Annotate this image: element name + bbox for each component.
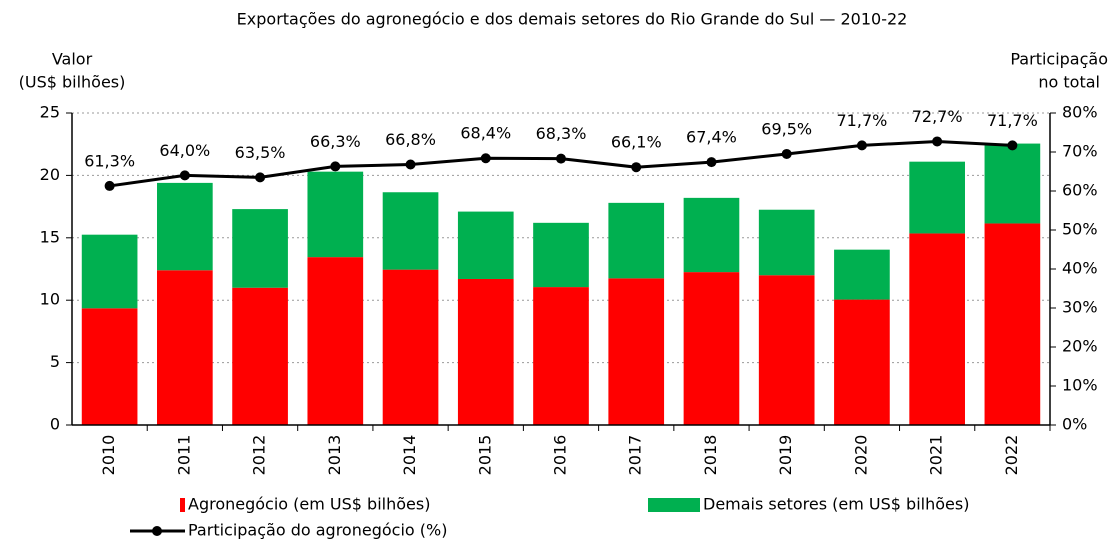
bar: [232, 209, 288, 288]
bar: [457, 278, 514, 425]
x-tick-label: 2015: [475, 435, 494, 476]
x-tick-label: 2020: [851, 435, 870, 476]
y2-axis-label: Participação: [1010, 50, 1108, 69]
bar: [909, 161, 965, 234]
y2-tick-label: 0%: [1062, 415, 1087, 434]
bar: [307, 171, 364, 258]
marker: [480, 153, 491, 164]
x-tick-label: 2016: [551, 435, 570, 476]
marker: [330, 161, 341, 172]
bar: [758, 209, 815, 276]
data-label: 63,5%: [235, 143, 286, 162]
bar: [81, 308, 138, 425]
bar: [608, 202, 665, 279]
x-tick-label: 2017: [626, 435, 645, 476]
y-tick-label: 15: [40, 227, 60, 246]
x-tick-label: 2010: [99, 435, 118, 476]
y2-tick-label: 10%: [1062, 376, 1098, 395]
data-label: 66,8%: [385, 130, 436, 149]
bar: [984, 223, 1041, 425]
y2-tick-label: 50%: [1062, 220, 1098, 239]
y2-tick-label: 60%: [1062, 181, 1098, 200]
x-tick-label: 2012: [250, 435, 269, 476]
bar: [683, 272, 740, 425]
data-label: 61,3%: [84, 151, 135, 170]
bar: [834, 299, 890, 425]
data-label: 68,4%: [460, 124, 511, 143]
legend-swatch: [152, 526, 162, 536]
marker: [556, 153, 566, 164]
y2-tick-label: 30%: [1062, 298, 1098, 317]
bar: [232, 287, 288, 425]
y2-axis-label: no total: [1038, 73, 1100, 92]
y-tick-label: 20: [40, 165, 60, 184]
x-tick-label: 2019: [776, 435, 795, 476]
x-tick-label: 2011: [174, 435, 193, 476]
marker: [932, 136, 943, 147]
marker: [631, 162, 642, 173]
legend-swatch: [648, 498, 700, 512]
bar: [533, 287, 589, 425]
y2-tick-label: 40%: [1062, 259, 1098, 278]
data-label: 71,7%: [837, 111, 888, 130]
legend-label: Participação do agronegócio (%): [188, 521, 447, 540]
data-label: 69,5%: [761, 119, 812, 138]
marker: [1007, 140, 1018, 151]
data-label: 68,3%: [536, 124, 587, 143]
legend-label: Demais setores (em US$ bilhões): [703, 495, 969, 514]
y2-tick-label: 80%: [1062, 103, 1098, 122]
legend-swatch: [180, 498, 185, 512]
y-tick-label: 0: [50, 415, 60, 434]
data-label: 72,7%: [912, 107, 963, 126]
marker: [104, 180, 115, 191]
marker: [781, 148, 792, 159]
x-tick-label: 2022: [1002, 435, 1021, 476]
legend-label: Agronegócio (em US$ bilhões): [188, 495, 430, 514]
y2-tick-label: 20%: [1062, 337, 1098, 356]
y-axis-label: Valor: [52, 50, 93, 69]
bar: [457, 211, 514, 279]
bar: [984, 143, 1041, 224]
x-tick-label: 2018: [701, 435, 720, 476]
chart-title: Exportações do agronegócio e dos demais …: [237, 10, 908, 29]
bar: [909, 233, 965, 425]
y2-tick-label: 70%: [1062, 142, 1098, 161]
marker: [706, 157, 717, 168]
data-label: 71,7%: [987, 111, 1038, 130]
x-tick-label: 2013: [325, 435, 344, 476]
bar: [683, 197, 740, 273]
bar: [307, 257, 364, 425]
bar: [758, 275, 815, 425]
bar: [834, 249, 890, 300]
bar: [533, 222, 589, 288]
data-label: 64,0%: [159, 141, 210, 160]
y-tick-label: 25: [40, 103, 60, 122]
marker: [179, 170, 190, 181]
data-label: 66,3%: [310, 132, 361, 151]
marker: [255, 172, 266, 183]
x-tick-label: 2014: [400, 435, 419, 476]
bar: [157, 270, 213, 425]
data-label: 67,4%: [686, 128, 737, 147]
bar: [157, 182, 213, 271]
marker: [405, 159, 416, 170]
y-tick-label: 5: [50, 352, 60, 371]
bar: [81, 234, 138, 309]
data-label: 66,1%: [611, 133, 662, 152]
bar: [382, 192, 439, 270]
marker: [856, 140, 867, 151]
y-axis-label: (US$ bilhões): [19, 73, 126, 92]
x-tick-label: 2021: [927, 435, 946, 476]
bar: [608, 278, 665, 425]
bar: [382, 269, 439, 425]
y-tick-label: 10: [40, 290, 60, 309]
